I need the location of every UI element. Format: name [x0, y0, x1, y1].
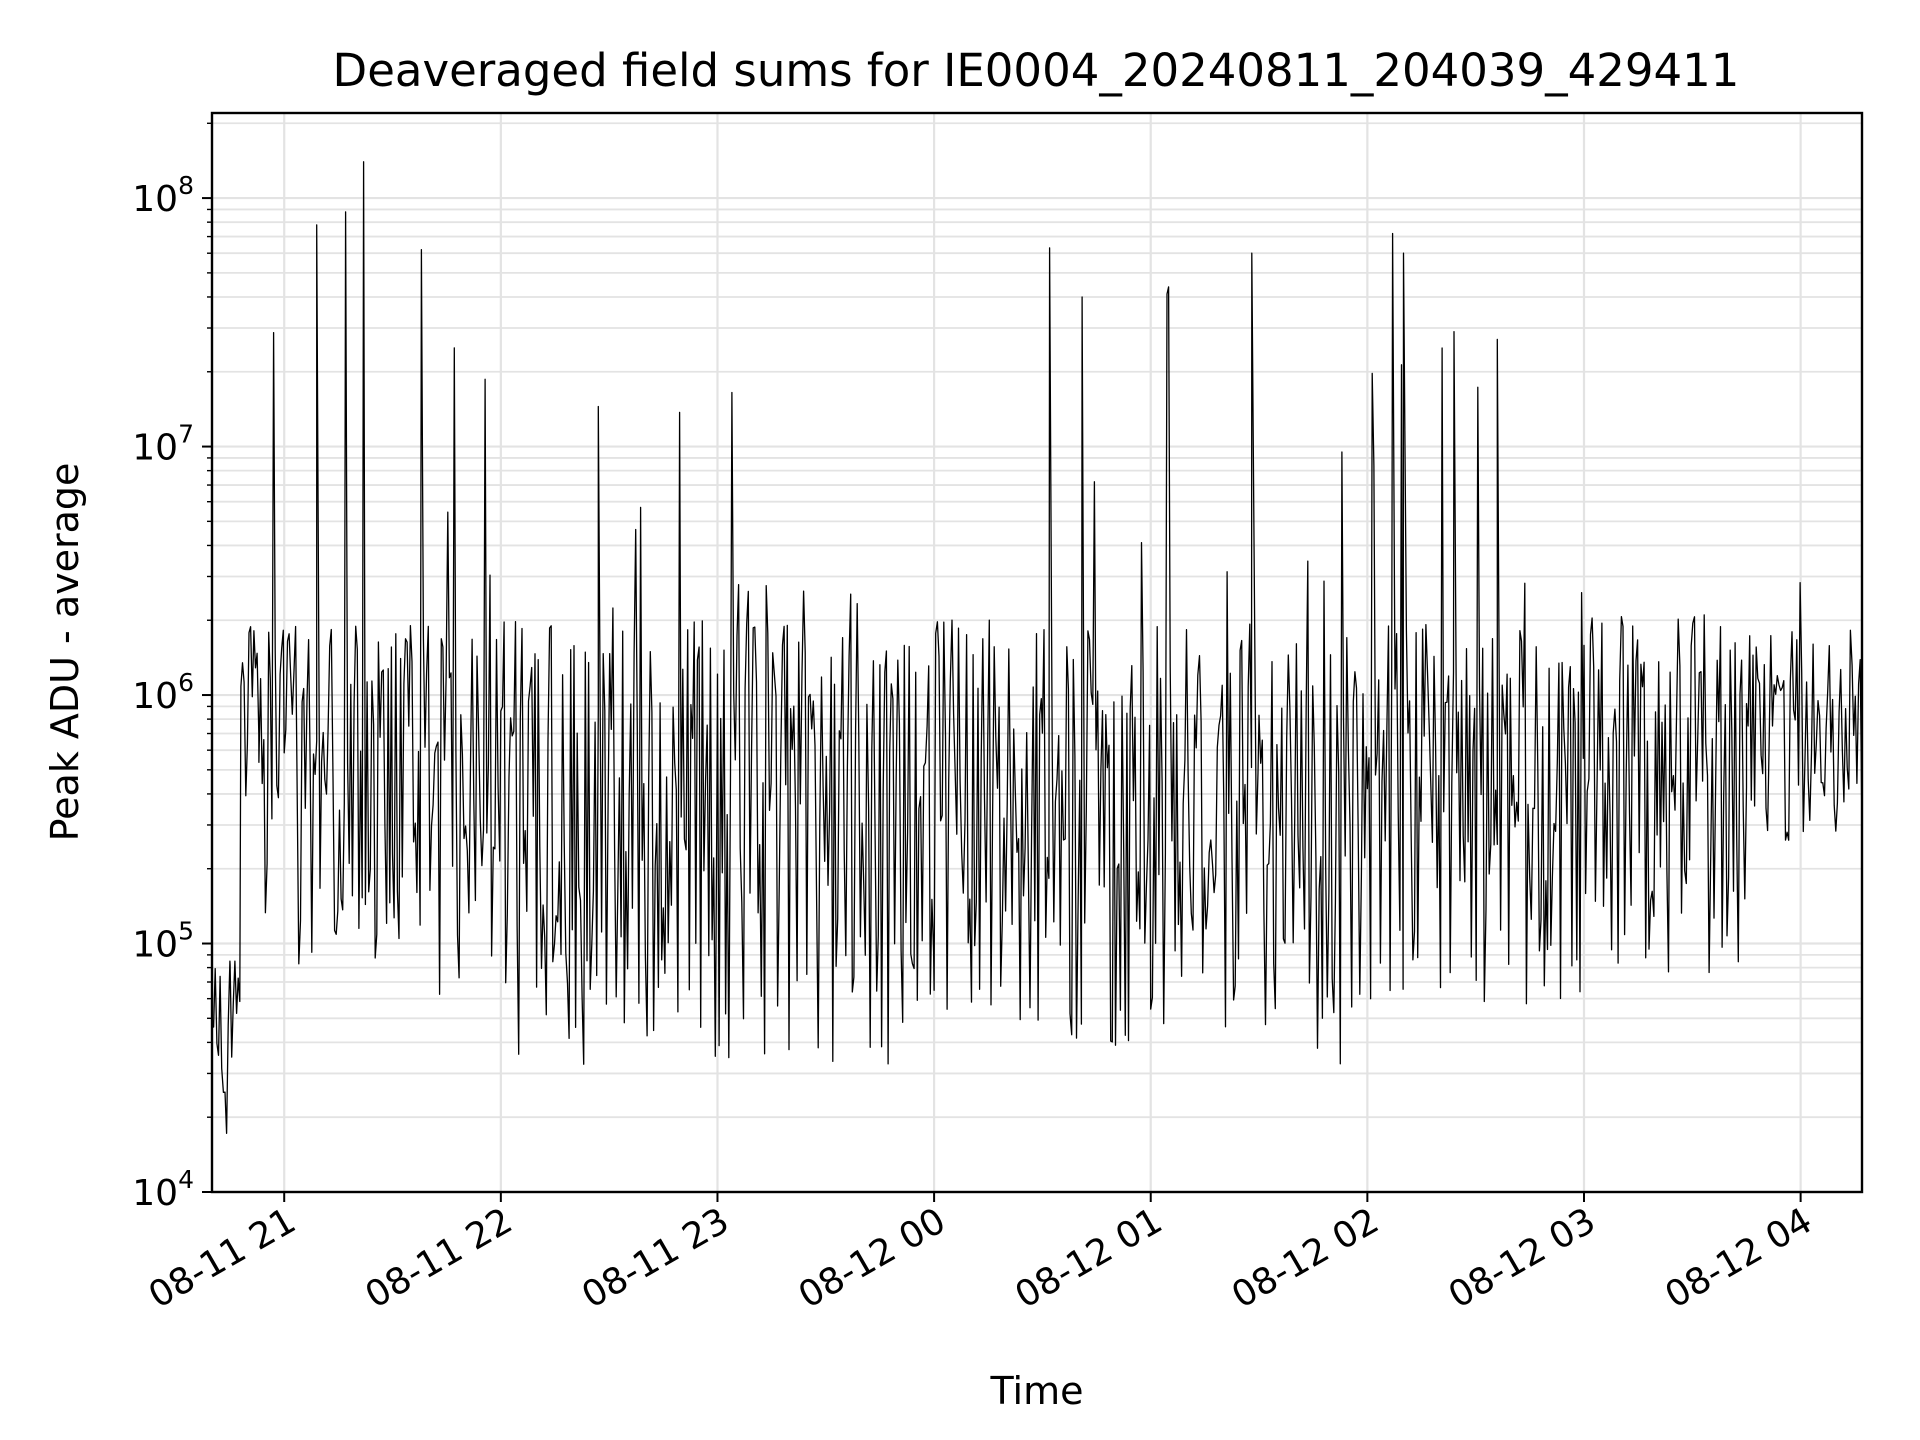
- y-axis-label: Peak ADU - average: [43, 463, 87, 842]
- y-tick-label: 107: [132, 420, 194, 469]
- y-tick-label-base: 10: [132, 1173, 178, 1214]
- grid: [212, 113, 1862, 1194]
- y-tick-label-exponent: 8: [178, 171, 194, 200]
- y-tick-label-base: 10: [132, 428, 178, 469]
- y-tick-label-base: 10: [132, 925, 178, 966]
- y-tick-label-exponent: 7: [178, 420, 194, 449]
- y-tick-label-exponent: 6: [178, 668, 194, 697]
- x-axis-label: Time: [990, 1369, 1084, 1413]
- y-tick-label-base: 10: [132, 676, 178, 717]
- y-tick-label-base: 10: [132, 179, 178, 220]
- chart-title: Deaveraged field sums for IE0004_2024081…: [333, 44, 1740, 97]
- y-tick-label: 105: [132, 917, 194, 966]
- y-tick-label: 108: [132, 171, 194, 220]
- y-tick-label: 104: [132, 1165, 194, 1214]
- y-tick-label-exponent: 4: [178, 1165, 194, 1194]
- y-tick-label-exponent: 5: [178, 917, 194, 946]
- series-line: [211, 161, 1863, 1134]
- plot-area: [211, 161, 1863, 1134]
- plot-frame: [210, 111, 1864, 1194]
- y-tick-label: 106: [132, 668, 194, 717]
